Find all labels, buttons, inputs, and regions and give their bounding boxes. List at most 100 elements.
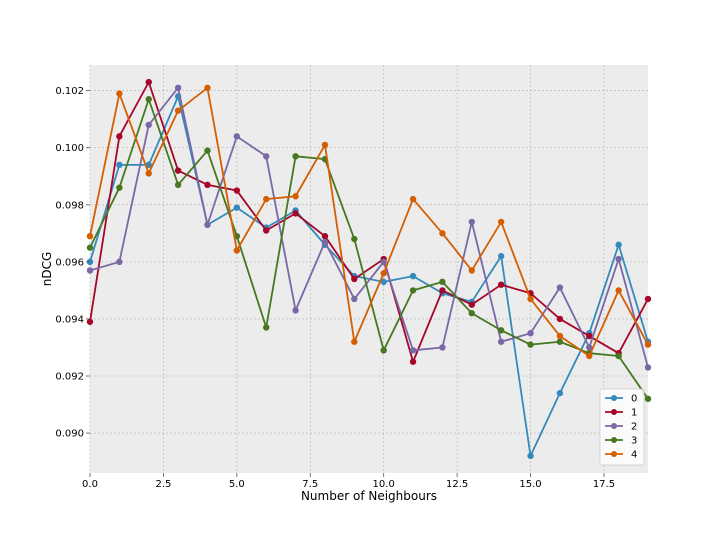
data-point: [527, 295, 534, 303]
data-point: [644, 295, 652, 303]
y-tick-label: 0.092: [55, 371, 84, 382]
series-3: [86, 96, 652, 403]
data-point: [527, 452, 534, 460]
data-point: [204, 181, 211, 189]
legend-marker: [611, 451, 617, 457]
y-tick-label: 0.100: [55, 143, 84, 154]
y-axis-ticks: 0.090 0.092 0.094 0.096 0.098 0.100 0.102: [55, 86, 90, 440]
series-line-4: [89, 86, 649, 357]
x-axis-label: Number of Neighbours: [301, 489, 437, 503]
data-point: [145, 170, 152, 177]
data-point: [116, 161, 123, 169]
y-tick-label: 0.090: [55, 429, 84, 440]
data-point: [409, 358, 417, 365]
data-point: [351, 235, 358, 243]
data-point: [409, 347, 417, 354]
x-tick-label: 10.0: [373, 479, 395, 490]
x-axis-ticks: 0.0 2.5 5.0 7.5 10.0 12.5 15.0 17.5: [82, 473, 615, 490]
series-line-3: [89, 98, 649, 400]
legend-label: 1: [631, 408, 637, 419]
data-point: [263, 324, 270, 331]
data-point: [615, 287, 622, 294]
data-point: [145, 78, 152, 86]
data-point: [527, 329, 534, 337]
legend-entry: 2: [605, 422, 637, 433]
data-point: [145, 121, 152, 129]
y-tick-label: 0.098: [55, 200, 84, 211]
x-tick-label: 15.0: [519, 479, 541, 490]
data-point: [497, 281, 505, 288]
data-point: [116, 133, 123, 140]
x-tick-label: 7.5: [302, 479, 318, 490]
data-point: [321, 141, 329, 149]
y-tick-label: 0.102: [55, 86, 84, 97]
data-point: [468, 267, 475, 274]
legend-entry: 0: [605, 394, 637, 405]
data-point: [263, 195, 270, 203]
data-point: [439, 278, 446, 286]
series-line-1: [89, 81, 649, 363]
data-point: [204, 84, 211, 92]
data-point: [351, 295, 358, 303]
data-point: [351, 338, 358, 345]
legend-marker: [611, 409, 617, 415]
legend-entry: 3: [605, 436, 637, 447]
data-point: [586, 344, 593, 351]
data-point: [145, 96, 152, 103]
data-point: [263, 153, 270, 160]
data-point: [556, 332, 564, 340]
data-point: [468, 310, 475, 317]
legend: 0 1 2 3 4: [599, 388, 645, 466]
grid: [89, 65, 648, 473]
data-point: [292, 210, 299, 217]
data-point: [409, 195, 417, 203]
data-point: [527, 341, 534, 348]
data-point: [439, 230, 446, 237]
data-point: [233, 204, 241, 211]
data-point: [468, 301, 475, 308]
legend-entry: 4: [605, 450, 637, 461]
data-point: [86, 267, 94, 274]
data-point: [644, 395, 652, 403]
data-point: [116, 90, 123, 97]
data-point: [556, 338, 564, 345]
y-tick-label: 0.096: [55, 257, 84, 268]
data-point: [556, 389, 564, 397]
legend-marker: [611, 437, 617, 443]
data-point: [644, 341, 652, 348]
data-point: [292, 307, 299, 314]
data-point: [233, 187, 241, 194]
data-point: [497, 327, 505, 334]
data-point: [615, 241, 622, 248]
data-point: [174, 167, 182, 174]
data-point: [556, 315, 564, 323]
data-point: [497, 252, 505, 260]
data-point: [292, 193, 299, 200]
data-point: [497, 218, 505, 226]
series-line-2: [89, 86, 649, 368]
data-point: [439, 287, 446, 294]
legend-label: 4: [631, 450, 637, 461]
x-tick-label: 17.5: [593, 479, 615, 490]
data-point: [116, 184, 123, 191]
series-2: [86, 84, 652, 371]
data-point: [86, 318, 94, 325]
data-point: [380, 278, 387, 286]
data-point: [468, 218, 475, 226]
data-point: [174, 181, 182, 189]
data-point: [233, 247, 241, 254]
data-point: [321, 232, 329, 240]
data-point: [497, 338, 505, 345]
data-point: [263, 227, 270, 234]
data-point: [586, 332, 593, 340]
legend-entry: 1: [605, 408, 637, 419]
legend-box: [599, 388, 645, 466]
data-point: [380, 258, 387, 266]
data-point: [174, 84, 182, 92]
data-point: [174, 107, 182, 114]
data-point: [321, 238, 329, 246]
data-point: [556, 284, 564, 291]
series-layer: [86, 78, 652, 460]
y-tick-label: 0.094: [55, 314, 84, 325]
data-point: [644, 364, 652, 371]
